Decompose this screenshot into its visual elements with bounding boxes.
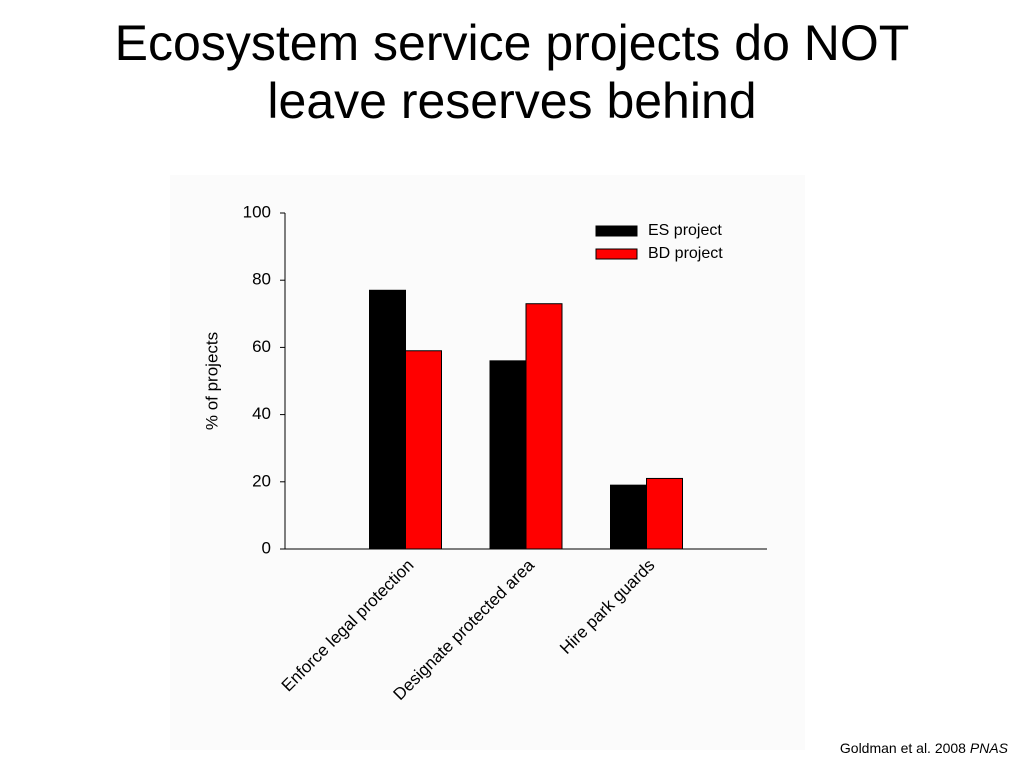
citation-journal: PNAS — [969, 740, 1008, 756]
bar — [525, 303, 563, 550]
y-tick-label: 100 — [243, 202, 271, 221]
legend-swatch — [595, 225, 638, 237]
legend-label: ES project — [648, 222, 722, 239]
bar — [646, 477, 683, 550]
slide-title: Ecosystem service projects do NOT leave … — [114, 15, 910, 129]
bar — [369, 289, 406, 550]
bar — [405, 350, 442, 550]
y-tick-label: 0 — [262, 538, 271, 557]
bar — [489, 360, 527, 550]
legend-label: BD project — [648, 245, 723, 262]
legend-swatch — [595, 248, 638, 260]
y-tick-label: 60 — [252, 337, 271, 356]
citation-text: Goldman et al. 2008 — [839, 740, 966, 756]
citation: Goldman et al. 2008 PNAS — [840, 740, 1008, 756]
bar — [610, 484, 647, 550]
y-tick-label: 40 — [252, 404, 271, 423]
y-axis-label: % of projects — [202, 332, 221, 430]
y-tick-label: 80 — [252, 270, 271, 289]
chart-background — [170, 175, 805, 750]
y-tick-label: 20 — [252, 471, 271, 490]
